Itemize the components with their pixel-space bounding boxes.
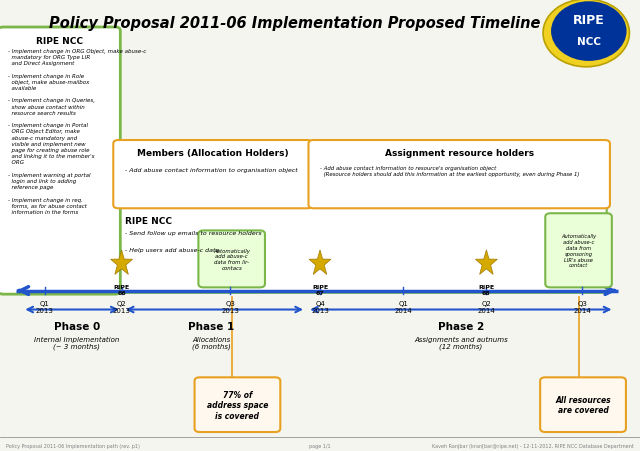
Text: Policy Proposal 2011-06 Implementation Proposed Timeline: Policy Proposal 2011-06 Implementation P… [49,16,540,31]
Text: All resources
are covered: All resources are covered [556,395,611,414]
Text: Assignments and autnums
(12 months): Assignments and autnums (12 months) [414,336,508,350]
Text: 77% of
address space
is covered: 77% of address space is covered [207,390,268,419]
FancyBboxPatch shape [0,28,120,295]
Text: RIPE
68: RIPE 68 [478,285,495,295]
FancyBboxPatch shape [540,377,626,432]
Text: Q4
2013: Q4 2013 [311,300,329,313]
Text: Automatically
add abuse-c
data from lir-
contacs: Automatically add abuse-c data from lir-… [213,248,250,271]
Ellipse shape [543,0,630,68]
FancyBboxPatch shape [113,206,607,293]
Text: - Implement change in ORG Object, make abuse-c
  mandatory for ORG Type LIR
  an: - Implement change in ORG Object, make a… [8,49,147,215]
FancyBboxPatch shape [113,141,312,209]
Text: NCC: NCC [577,37,601,47]
Text: - Add abuse contact information to organisation object: - Add abuse contact information to organ… [125,168,298,173]
Text: Q3
2014: Q3 2014 [573,300,591,313]
Text: RIPE: RIPE [573,14,605,27]
Polygon shape [309,250,331,275]
Text: RIPE
66: RIPE 66 [113,285,130,295]
Ellipse shape [551,2,627,62]
Text: page 1/1: page 1/1 [309,443,331,448]
Text: Automatically
add abuse-c
data from
sponsoring
LIR's abuse
contact: Automatically add abuse-c data from spon… [561,234,596,268]
Text: Assignment resource holders: Assignment resource holders [385,149,534,158]
FancyBboxPatch shape [195,377,280,432]
Text: Members (Allocation Holders): Members (Allocation Holders) [137,149,289,158]
FancyBboxPatch shape [198,231,265,288]
Polygon shape [111,250,132,275]
Text: Policy Proposal 2011-06 Implementation path (rev. p1): Policy Proposal 2011-06 Implementation p… [6,443,140,448]
Text: Kaveh Ranjbar (kran[bar@ripe.net) - 12-11-2012, RIPE NCC Database Department: Kaveh Ranjbar (kran[bar@ripe.net) - 12-1… [432,443,634,448]
Text: - Add abuse contact information to resource's organisation object
  (Resource ho: - Add abuse contact information to resou… [320,166,579,177]
Text: - Help users add abuse-c data: - Help users add abuse-c data [125,248,219,253]
Text: RIPE NCC: RIPE NCC [125,216,172,225]
Text: Q3
2013: Q3 2013 [221,300,239,313]
Text: Q1
2013: Q1 2013 [36,300,54,313]
Text: Phase 1: Phase 1 [188,322,234,331]
Text: Q2
2014: Q2 2014 [477,300,495,313]
Text: - Send follow up emails to resource holders: - Send follow up emails to resource hold… [125,231,261,236]
FancyBboxPatch shape [545,214,612,288]
Text: Allocations
(6 months): Allocations (6 months) [192,336,230,350]
Text: Phase 0: Phase 0 [54,322,100,331]
Text: Q1
2014: Q1 2014 [394,300,412,313]
Text: RIPE
67: RIPE 67 [312,285,328,295]
Text: RIPE NCC: RIPE NCC [36,37,83,46]
Polygon shape [476,250,497,275]
Text: Q2
2013: Q2 2013 [113,300,131,313]
FancyBboxPatch shape [308,141,610,209]
Text: Phase 2: Phase 2 [438,322,484,331]
Text: Internal Implementation
(~ 3 months): Internal Implementation (~ 3 months) [34,336,120,350]
